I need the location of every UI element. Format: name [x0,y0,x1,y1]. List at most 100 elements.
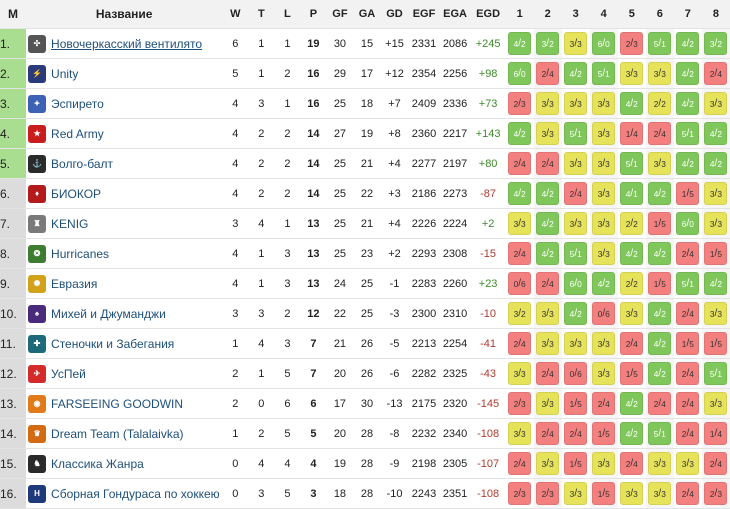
table-row[interactable]: 9. ✺ Евразия 4 1 3 13 24 25 -1 2283 2260 +23 0/6 2/4 6/… [0,268,730,299]
round-result-cell[interactable]: 1/4 [617,118,646,149]
round-result-cell[interactable]: 3/3 [589,148,618,179]
round-result-cell[interactable]: 5/1 [617,148,646,179]
round-result-cell[interactable]: 4/2 [673,148,702,179]
round-result-cell[interactable]: 2/4 [533,358,562,389]
header-name[interactable]: Название [26,0,223,29]
table-row[interactable]: 3. ✦ Эспирето 4 3 1 16 25 18 +7 2409 2336 +73 2/3 3/3 3… [0,88,730,119]
round-result-cell[interactable]: 3/3 [533,118,562,149]
round-result-cell[interactable]: 4/2 [673,88,702,119]
round-result-cell[interactable]: 3/3 [505,418,534,449]
round-result-cell[interactable]: 3/3 [701,178,730,209]
team-name-link[interactable]: Эспирето [51,96,104,111]
team-cell[interactable]: ♠ Михей и Джуманджи [26,298,223,329]
round-result-cell[interactable]: 1/5 [701,328,730,359]
header-rank[interactable]: M [0,0,27,29]
round-result-cell[interactable]: 4/2 [673,58,702,89]
round-result-cell[interactable]: 2/4 [505,238,534,269]
round-result-cell[interactable]: 6/0 [589,28,618,59]
team-name-link[interactable]: KENIG [51,216,89,231]
table-row[interactable]: 10. ♠ Михей и Джуманджи 3 3 2 12 22 25 -3 2300 2310… [0,298,730,329]
round-result-cell[interactable]: 3/3 [617,298,646,329]
team-name-link[interactable]: Hurricanes [51,246,110,261]
round-result-cell[interactable]: 4/2 [617,88,646,119]
round-result-cell[interactable]: 3/3 [645,58,674,89]
round-result-cell[interactable]: 2/4 [533,148,562,179]
round-result-cell[interactable]: 2/4 [561,178,590,209]
table-row[interactable]: 6. ♦ БИОКОР 4 2 2 14 25 22 +3 2186 2273 -87 4/2 4/2 2/4… [0,178,730,209]
round-result-cell[interactable]: 4/2 [701,268,730,299]
round-result-cell[interactable]: 2/3 [505,478,534,509]
round-result-cell[interactable]: 2/4 [617,328,646,359]
header-ega[interactable]: EGA [439,0,471,29]
team-cell[interactable]: ♦ БИОКОР [26,178,223,209]
round-result-cell[interactable]: 1/5 [589,418,618,449]
round-result-cell[interactable]: 2/4 [673,358,702,389]
round-result-cell[interactable]: 3/3 [645,448,674,479]
round-result-cell[interactable]: 0/6 [561,358,590,389]
round-result-cell[interactable]: 4/2 [561,58,590,89]
round-result-cell[interactable]: 3/2 [701,28,730,59]
round-result-cell[interactable]: 2/4 [533,58,562,89]
team-cell[interactable]: ⚡ Unity [26,58,223,89]
team-cell[interactable]: ✺ Евразия [26,268,223,299]
round-result-cell[interactable]: 6/0 [673,208,702,239]
table-row[interactable]: 2. ⚡ Unity 5 1 2 16 29 17 +12 2354 2256 +98 6/0 2/4 4/2… [0,58,730,89]
round-result-cell[interactable]: 4/2 [533,178,562,209]
round-result-cell[interactable]: 2/4 [673,478,702,509]
header-ties[interactable]: T [248,0,275,29]
round-result-cell[interactable]: 3/3 [701,208,730,239]
table-row[interactable]: 11. ✚ Стеночки и Забегания 1 4 3 7 21 26 -5 2213 22… [0,328,730,359]
team-cell[interactable]: ✦ Эспирето [26,88,223,119]
round-result-cell[interactable]: 3/3 [701,298,730,329]
round-result-cell[interactable]: 5/1 [561,118,590,149]
round-result-cell[interactable]: 3/3 [617,58,646,89]
round-result-cell[interactable]: 1/5 [701,238,730,269]
header-egd[interactable]: EGD [470,0,506,29]
team-cell[interactable]: ★ Red Army [26,118,223,149]
team-cell[interactable]: ♞ Классика Жанра [26,448,223,479]
team-cell[interactable]: ❂ Hurricanes [26,238,223,269]
table-row[interactable]: 4. ★ Red Army 4 2 2 14 27 19 +8 2360 2217 +143 4/2 3/3… [0,118,730,149]
team-cell[interactable]: H Сборная Гондураса по хоккею [26,478,223,509]
round-result-cell[interactable]: 3/3 [701,388,730,419]
header-points[interactable]: P [300,0,327,29]
round-result-cell[interactable]: 2/4 [645,118,674,149]
table-row[interactable]: 7. ♜ KENIG 3 4 1 13 25 21 +4 2226 2224 +2 3/3 4/2 3/3 3/… [0,208,730,239]
round-result-cell[interactable]: 3/3 [561,148,590,179]
team-name-link[interactable]: Волго-балт [51,156,113,171]
round-result-cell[interactable]: 0/6 [589,298,618,329]
table-row[interactable]: 15. ♞ Классика Жанра 0 4 4 4 19 28 -9 2198 2305 -107… [0,448,730,479]
round-result-cell[interactable]: 4/2 [533,208,562,239]
round-result-cell[interactable]: 4/2 [589,268,618,299]
round-result-cell[interactable]: 2/3 [505,88,534,119]
round-result-cell[interactable]: 4/2 [645,358,674,389]
round-result-cell[interactable]: 3/3 [589,448,618,479]
round-result-cell[interactable]: 4/2 [645,298,674,329]
round-result-cell[interactable]: 2/3 [533,478,562,509]
round-result-cell[interactable]: 2/4 [533,418,562,449]
round-result-cell[interactable]: 2/2 [617,208,646,239]
round-result-cell[interactable]: 6/0 [561,268,590,299]
team-name-link[interactable]: FARSEEING GOODWIN [51,396,184,411]
table-row[interactable]: 12. ✈ УсПей 2 1 5 7 20 26 -6 2282 2325 -43 3/3 2/4 0/6 3… [0,358,730,389]
round-result-cell[interactable]: 3/3 [589,208,618,239]
round-result-cell[interactable]: 2/4 [673,418,702,449]
round-result-cell[interactable]: 4/1 [617,178,646,209]
round-result-cell[interactable]: 2/4 [701,448,730,479]
round-result-cell[interactable]: 2/4 [561,418,590,449]
round-result-cell[interactable]: 5/1 [701,358,730,389]
round-result-cell[interactable]: 3/3 [561,328,590,359]
round-result-cell[interactable]: 4/2 [505,178,534,209]
round-result-cell[interactable]: 3/3 [701,88,730,119]
round-result-cell[interactable]: 5/1 [645,418,674,449]
table-row[interactable]: 5. ⚓ Волго-балт 4 2 2 14 25 21 +4 2277 2197 +80 2/4 2/… [0,148,730,179]
round-result-cell[interactable]: 2/4 [617,448,646,479]
round-result-cell[interactable]: 4/2 [701,118,730,149]
round-result-cell[interactable]: 2/4 [505,448,534,479]
round-result-cell[interactable]: 4/2 [533,238,562,269]
round-result-cell[interactable]: 2/3 [505,388,534,419]
header-goals-against[interactable]: GA [353,0,381,29]
round-result-cell[interactable]: 4/2 [561,298,590,329]
round-result-cell[interactable]: 1/5 [645,208,674,239]
round-result-cell[interactable]: 4/2 [617,388,646,419]
